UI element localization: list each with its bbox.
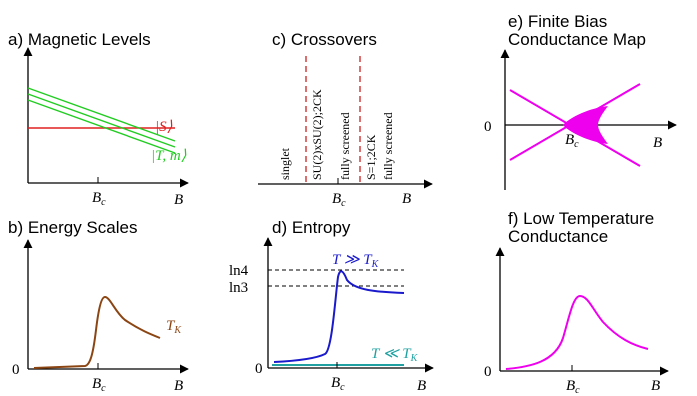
panel-c-x-label: B: [402, 191, 411, 207]
region-label-s1-2ck: S=1;2CK: [364, 134, 378, 180]
panel-b-bc-label: Bc: [92, 376, 106, 394]
panel-f-title-line1: f) Low Temperature: [508, 209, 654, 228]
region-label-fully-screened: fully screened: [338, 112, 352, 180]
singlet-label: |S⟩: [155, 119, 173, 135]
panel-a-title: a) Magnetic Levels: [8, 30, 151, 49]
panel-f-title-line2: Conductance: [508, 227, 608, 246]
panel-d-ln3: ln3: [229, 280, 248, 296]
panel-d-ln4: ln4: [229, 263, 249, 279]
panel-e-x-label: B: [653, 135, 662, 151]
panel-f-bc-label: Bc: [566, 378, 580, 396]
panel-b-title: b) Energy Scales: [8, 218, 137, 237]
high-T-label: T ≫ TK: [332, 252, 380, 270]
panel-d: d) Entropy ln4 ln3 0 T ≫ TK T ≪ TK Bc B: [229, 218, 434, 394]
panel-c-title: c) Crossovers: [272, 30, 377, 49]
panel-b: b) Energy Scales 0 TK Bc B: [8, 218, 189, 394]
panel-f: f) Low Temperature Conductance 0 Bc B: [484, 209, 669, 396]
panel-a-x-label: B: [174, 192, 183, 208]
panel-a: a) Magnetic Levels |S⟩ |T, m⟩ Bc B: [8, 30, 189, 208]
low-temperature-conductance-curve: [505, 294, 649, 370]
triplet-label: |T, m⟩: [151, 148, 187, 164]
triplet-level-line: [27, 87, 176, 142]
region-label-fully-screened-2: fully screened: [381, 112, 395, 180]
kondo-curve-label: TK: [166, 318, 182, 336]
panel-e-origin: 0: [484, 119, 492, 135]
panel-e: e) Finite Bias Conductance Map 0 Bc B: [484, 12, 677, 190]
region-label-singlet: singlet: [278, 147, 292, 180]
panel-e-title-line1: e) Finite Bias: [508, 12, 607, 31]
panel-f-x-label: B: [651, 378, 660, 394]
panel-d-title: d) Entropy: [272, 218, 351, 237]
panel-e-title-line2: Conductance Map: [508, 30, 646, 49]
panel-c-bc-label: Bc: [332, 191, 346, 209]
low-T-label: T ≪ TK: [371, 346, 419, 364]
high-temperature-entropy-curve: [273, 270, 405, 363]
panel-c: c) Crossovers singlet SU(2)xSU(2);2CK fu…: [258, 30, 433, 209]
panel-b-origin: 0: [12, 362, 20, 378]
panel-d-bc-label: Bc: [331, 375, 345, 393]
kondo-temperature-curve: [33, 295, 161, 369]
conductance-peak-region: [563, 106, 608, 144]
triplet-level-line: [27, 93, 176, 148]
panel-b-x-label: B: [174, 378, 183, 394]
panel-d-x-label: B: [417, 378, 426, 394]
triplet-level-line: [27, 99, 176, 154]
panel-e-bc-label: Bc: [565, 132, 579, 150]
panel-f-origin: 0: [484, 364, 492, 380]
region-label-2ck: SU(2)xSU(2);2CK: [310, 89, 324, 180]
panel-d-origin: 0: [255, 361, 263, 377]
panel-a-bc-label: Bc: [92, 190, 106, 208]
